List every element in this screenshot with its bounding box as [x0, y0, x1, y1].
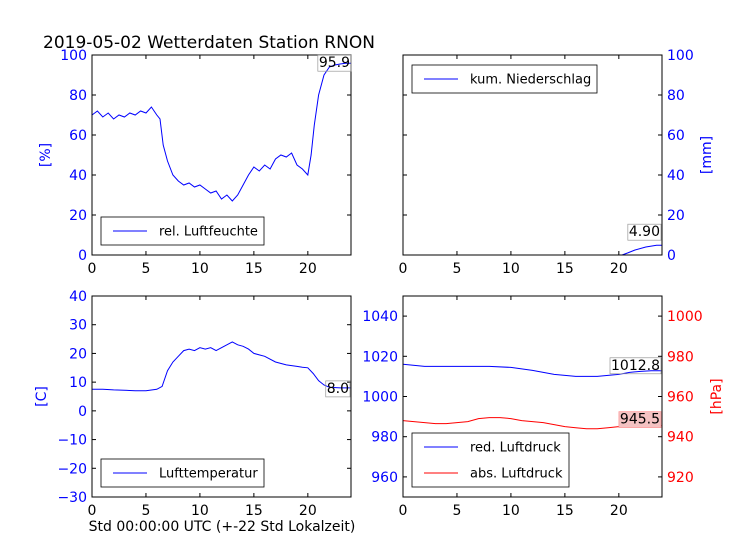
temperature-ytick-label: −10	[57, 433, 87, 449]
pressure-ytick-right-label: 980	[667, 349, 694, 365]
precipitation-ytick-label: 40	[667, 168, 685, 184]
temperature-ytick-label: −20	[57, 461, 87, 477]
humidity-xtick-label: 20	[299, 261, 317, 277]
pressure-ytick-left-label: 980	[371, 430, 398, 446]
pressure-xtick-label: 10	[502, 503, 520, 519]
temperature-panel: 0 5 10 15 20 −30 −20 −10 0 10 20 30 40 [C] Lufttempera…	[34, 289, 352, 519]
pressure-series-line	[402, 363, 662, 377]
temperature-ytick-label: 20	[69, 346, 87, 362]
pressure-legend-label: abs. Luftdruck	[470, 467, 563, 482]
humidity-xtick-label: 5	[141, 261, 150, 277]
precipitation-ytick-label: 100	[667, 48, 694, 64]
pressure-ytick-left-label: 1020	[362, 349, 398, 365]
temperature-annotation: 8.0	[327, 381, 349, 397]
temperature-xtick-label: 0	[88, 503, 97, 519]
pressure-legend-box	[411, 432, 570, 488]
pressure-xtick-label: 15	[556, 503, 574, 519]
pressure-xtick-label: 20	[610, 503, 628, 519]
pressure-annotation-box	[618, 411, 662, 428]
precipitation-legend-label: kum. Niederschlag	[470, 73, 591, 88]
temperature-xtick-label: 5	[141, 503, 150, 519]
humidity-legend: rel. Luftfeuchte	[100, 216, 265, 246]
precipitation-legend: kum. Niederschlag	[411, 64, 598, 94]
pressure-ylabel-right: [hPa]	[709, 378, 725, 414]
humidity-ytick-label: 100	[60, 48, 87, 64]
pressure-ytick-left-label: 1040	[362, 309, 398, 325]
pressure-ytick-right-label: 960	[667, 390, 694, 406]
temperature-annotation-box	[325, 380, 351, 398]
humidity-ytick-label: 0	[78, 248, 87, 264]
humidity-xtick-label: 0	[88, 261, 97, 277]
humidity-series-line	[91, 62, 351, 202]
temperature-frame	[91, 295, 352, 498]
temperature-legend: Lufttemperatur	[100, 458, 265, 488]
pressure-ytick-left-label: 960	[371, 470, 398, 486]
precipitation-ytick-label: 60	[667, 128, 685, 144]
pressure-xtick-label: 0	[399, 503, 408, 519]
temperature-series-line	[92, 341, 351, 392]
pressure-annotation-box	[609, 357, 662, 375]
temperature-ytick-label: −30	[57, 490, 87, 506]
precipitation-ytick-label: 20	[667, 208, 685, 224]
precipitation-ylabel: [mm]	[699, 136, 715, 174]
pressure-ytick-right-label: 940	[667, 430, 694, 446]
humidity-ytick-label: 80	[69, 88, 87, 104]
pressure-annotation: 1012.8	[611, 358, 660, 374]
humidity-ytick-label: 20	[69, 208, 87, 224]
precipitation-ytick-label: 0	[667, 248, 676, 264]
humidity-panel: 0 5 10 15 20 0 20 40 60 80 100 [%] rel. Luftfeuchte 9…	[38, 48, 352, 277]
precipitation-xtick-label: 5	[452, 261, 461, 277]
humidity-ytick-label: 40	[69, 168, 87, 184]
precipitation-xtick-label: 10	[502, 261, 520, 277]
precipitation-frame	[402, 54, 663, 256]
humidity-legend-label: rel. Luftfeuchte	[159, 225, 258, 240]
temperature-ytick-label: 10	[69, 375, 87, 391]
pressure-xtick-label: 5	[452, 503, 461, 519]
temperature-legend-label: Lufttemperatur	[159, 467, 258, 482]
humidity-ytick-label: 60	[69, 128, 87, 144]
precipitation-ytick-label: 80	[667, 88, 685, 104]
precipitation-series-line	[403, 244, 662, 256]
pressure-ytick-right-label: 1000	[667, 309, 703, 325]
temperature-xtick-label: 20	[299, 503, 317, 519]
humidity-xtick-label: 10	[191, 261, 209, 277]
humidity-annotation-box	[317, 54, 352, 72]
precipitation-xtick-label: 15	[556, 261, 574, 277]
precipitation-xtick-label: 20	[610, 261, 628, 277]
precipitation-annotation: 4.90	[629, 224, 660, 240]
pressure-annotation: 945.5	[620, 412, 660, 428]
temperature-xtick-label: 15	[245, 503, 263, 519]
pressure-legend: red. Luftdruck abs. Luftdruck	[411, 432, 570, 488]
humidity-frame	[91, 54, 352, 256]
temperature-ytick-label: 0	[78, 404, 87, 420]
temperature-ytick-label: 30	[69, 318, 87, 334]
temperature-ylabel: [C]	[34, 386, 50, 407]
figure-title: 2019-05-02 Wetterdaten Station RNON	[43, 33, 375, 53]
precipitation-xtick-label: 0	[399, 261, 408, 277]
bottom-x-label: Std 00:00:00 UTC (+-22 Std Lokalzeit)	[89, 519, 356, 535]
temperature-xtick-label: 10	[191, 503, 209, 519]
pressure-panel: 0 5 10 15 20 960 980 1000 1020 1040 920 940 960 980 10…	[362, 295, 725, 519]
pressure-legend-label: red. Luftdruck	[470, 441, 561, 456]
temperature-ytick-label: 40	[69, 289, 87, 305]
humidity-ylabel: [%]	[38, 143, 54, 167]
humidity-xtick-label: 15	[245, 261, 263, 277]
pressure-ytick-right-label: 920	[667, 470, 694, 486]
humidity-annotation: 95.9	[319, 55, 350, 71]
pressure-ytick-left-label: 1000	[362, 390, 398, 406]
precipitation-annotation-box	[627, 223, 662, 241]
precipitation-panel: 0 5 10 15 20 0 20 40 60 80 100 [mm] kum. Niederschla…	[399, 48, 715, 277]
